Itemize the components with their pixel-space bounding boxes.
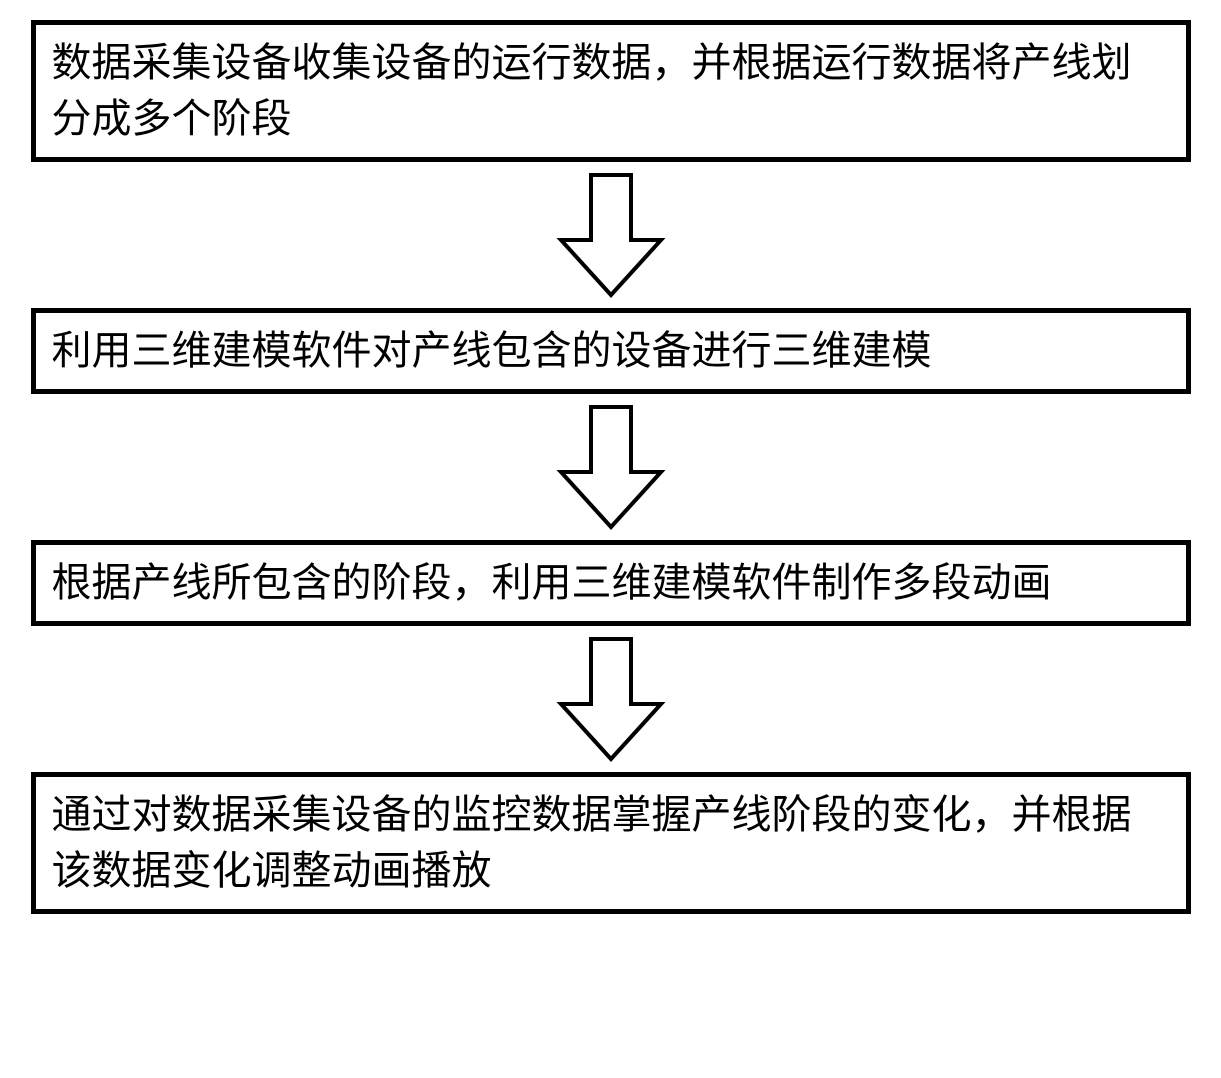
flow-arrow-3 — [556, 634, 666, 764]
arrow-down-icon — [556, 170, 666, 300]
flow-step-text: 根据产线所包含的阶段，利用三维建模软件制作多段动画 — [52, 560, 1052, 605]
flow-step-3: 根据产线所包含的阶段，利用三维建模软件制作多段动画 — [31, 540, 1191, 626]
flow-arrow-2 — [556, 402, 666, 532]
flow-step-text: 数据采集设备收集设备的运行数据，并根据运行数据将产线划分成多个阶段 — [52, 40, 1132, 141]
arrow-down-icon — [556, 402, 666, 532]
flowchart-container: 数据采集设备收集设备的运行数据，并根据运行数据将产线划分成多个阶段 利用三维建模… — [20, 20, 1201, 914]
flow-step-2: 利用三维建模软件对产线包含的设备进行三维建模 — [31, 308, 1191, 394]
flow-step-text: 通过对数据采集设备的监控数据掌握产线阶段的变化，并根据该数据变化调整动画播放 — [52, 792, 1132, 893]
flow-arrow-1 — [556, 170, 666, 300]
flow-step-1: 数据采集设备收集设备的运行数据，并根据运行数据将产线划分成多个阶段 — [31, 20, 1191, 162]
flow-step-text: 利用三维建模软件对产线包含的设备进行三维建模 — [52, 328, 932, 373]
arrow-down-icon — [556, 634, 666, 764]
flow-step-4: 通过对数据采集设备的监控数据掌握产线阶段的变化，并根据该数据变化调整动画播放 — [31, 772, 1191, 914]
